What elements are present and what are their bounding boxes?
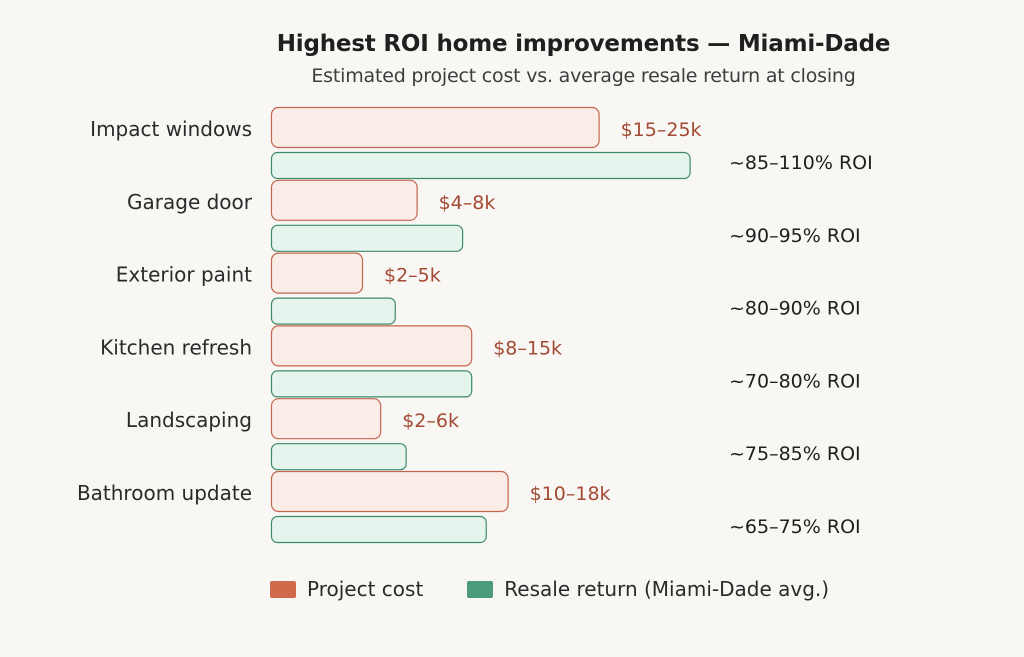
cost-data-label: $10–18k <box>530 483 611 505</box>
legend-item-return: Resale return (Miami-Dade avg.) <box>467 577 829 601</box>
bar-project-cost <box>270 398 382 440</box>
roi-data-label: ~90–95% ROI <box>729 225 861 247</box>
legend: Project cost Resale return (Miami-Dade a… <box>270 577 829 601</box>
legend-label-return: Resale return (Miami-Dade avg.) <box>504 577 830 601</box>
cost-data-label: $2–6k <box>402 410 459 432</box>
roi-data-label: ~65–75% ROI <box>729 516 861 538</box>
category-label: Landscaping <box>126 408 252 432</box>
cost-data-label: $4–8k <box>439 192 496 214</box>
category-label: Exterior paint <box>116 263 252 287</box>
bar-project-cost <box>270 252 364 294</box>
chart-subtitle: Estimated project cost vs. average resal… <box>311 65 856 87</box>
cost-data-label: $2–5k <box>384 265 441 287</box>
bar-project-cost <box>270 179 418 221</box>
cost-data-label: $8–15k <box>493 337 562 359</box>
bar-project-cost <box>270 106 600 149</box>
roi-data-label: ~85–110% ROI <box>729 152 873 174</box>
legend-label-cost: Project cost <box>307 577 424 601</box>
bar-resale-return <box>270 297 396 325</box>
roi-data-label: ~80–90% ROI <box>729 298 861 320</box>
cost-data-label: $15–25k <box>621 119 702 141</box>
roi-data-label: ~70–80% ROI <box>729 370 861 392</box>
bar-resale-return <box>270 515 487 544</box>
legend-swatch-return <box>467 580 494 598</box>
roi-data-label: ~75–85% ROI <box>729 443 861 465</box>
bar-project-cost <box>270 325 473 367</box>
category-label: Bathroom update <box>77 481 252 505</box>
bar-resale-return <box>270 151 691 180</box>
bar-resale-return <box>270 370 473 398</box>
chart-title: Highest ROI home improvements — Miami-Da… <box>276 31 891 57</box>
bar-resale-return <box>270 443 407 471</box>
category-label: Garage door <box>127 190 253 214</box>
bar-project-cost <box>270 470 509 513</box>
legend-swatch-cost <box>270 580 296 598</box>
legend-item-cost: Project cost <box>270 577 423 601</box>
category-label: Kitchen refresh <box>100 335 252 359</box>
category-label: Impact windows <box>90 117 252 141</box>
bar-resale-return <box>270 224 464 252</box>
